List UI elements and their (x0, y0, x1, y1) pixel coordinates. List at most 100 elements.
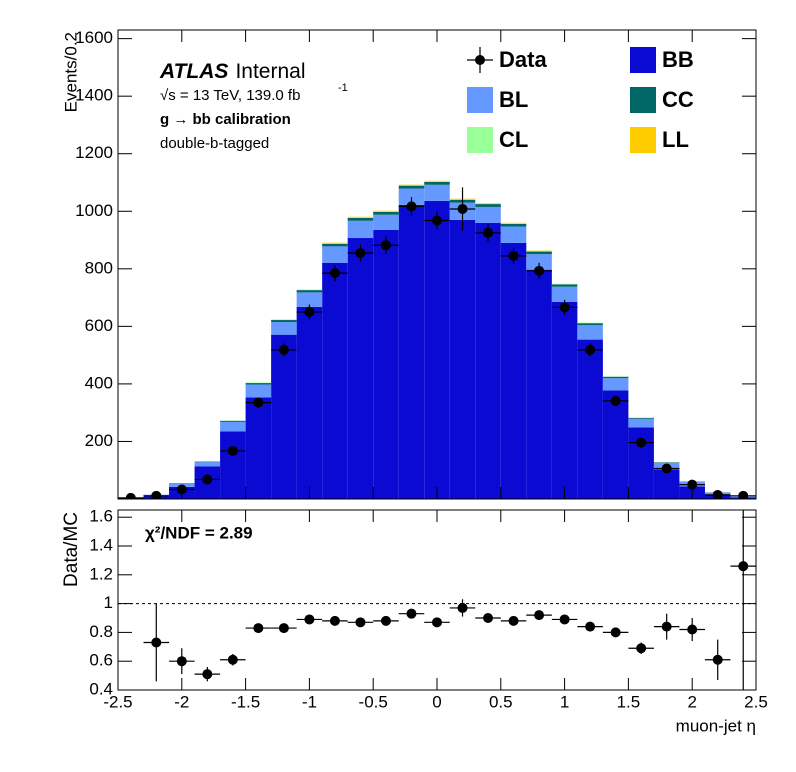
chi2-label: χ²/NDF = 2.89 (145, 523, 253, 542)
stack-bar (475, 206, 501, 223)
y-axis-label: Events/0.2 (61, 32, 80, 112)
x-tick-label: 2.5 (744, 692, 768, 711)
data-point (151, 490, 162, 499)
stack-bar (194, 462, 221, 467)
y-tick-label: 0.4 (89, 679, 113, 698)
stack-bar (551, 286, 578, 302)
stack-bar (373, 211, 399, 215)
legend-swatch (467, 87, 493, 113)
y-tick-label: 1 (104, 593, 113, 612)
data-point (483, 613, 494, 623)
data-point (432, 215, 442, 226)
stack-bar (475, 222, 501, 499)
data-point (687, 479, 698, 490)
y-tick-label: 400 (85, 373, 113, 392)
stack-bar (526, 269, 552, 499)
stack-bar (602, 376, 629, 379)
stack-bar (475, 203, 501, 205)
stack-bar (296, 292, 323, 307)
data-point (355, 617, 366, 628)
x-tick-label: 1.5 (617, 692, 641, 711)
stack-bar (551, 284, 578, 287)
y-tick-label: 800 (85, 258, 113, 277)
stack-bar (245, 383, 272, 385)
data-point (304, 306, 315, 317)
y-tick-label: 1000 (75, 201, 113, 220)
stack-bar (373, 229, 399, 499)
data-point (406, 201, 417, 212)
data-point (610, 627, 621, 638)
data-point (636, 643, 647, 654)
y-tick-label: 200 (85, 431, 113, 450)
stack-bar (551, 283, 578, 285)
y-tick-label: 600 (85, 316, 113, 335)
data-point (329, 268, 340, 279)
stack-bar (424, 200, 450, 499)
data-point (483, 227, 494, 238)
stack-bar (322, 262, 348, 499)
stack-bar (322, 246, 348, 263)
stack-bar (220, 420, 246, 422)
data-point (355, 247, 366, 258)
stack-bar (271, 322, 297, 335)
frame (117, 509, 757, 691)
data-point (432, 617, 442, 628)
data-point (253, 623, 264, 634)
stack-bar (347, 217, 374, 221)
stack-bar (271, 320, 297, 323)
stack-bar (296, 306, 323, 499)
data-point (559, 614, 570, 625)
data-point (636, 437, 647, 448)
data-point (202, 474, 213, 485)
plot-area (118, 180, 756, 499)
y-tick-label: 1600 (75, 28, 113, 47)
selection-label: g → bb calibration (160, 111, 291, 128)
legend-label: BL (499, 87, 528, 112)
data-point (202, 669, 213, 680)
stack-bar (449, 219, 476, 499)
data-point (712, 654, 723, 665)
experiment-label: ATLAS Internal (159, 60, 305, 83)
legend-label: Data (499, 47, 547, 72)
x-tick-label: -1 (302, 692, 317, 711)
data-point (687, 624, 698, 635)
stack-bar (475, 204, 501, 207)
stack-bar (347, 220, 374, 239)
y-tick-label: 0.8 (89, 622, 113, 641)
stack-bar (577, 339, 603, 499)
stack-bar (271, 334, 297, 499)
stack-bar (526, 251, 552, 255)
data-point (253, 397, 264, 408)
legend-marker (475, 55, 485, 65)
stack-bar (526, 250, 552, 252)
y-tick-label: 1.2 (89, 564, 113, 583)
data-point (661, 621, 672, 632)
data-point (610, 395, 621, 406)
stack-bar (500, 223, 527, 227)
stack-bar (322, 242, 348, 244)
stack-bar (398, 184, 425, 186)
legend-label: LL (662, 127, 689, 152)
data-point (227, 654, 238, 665)
data-point (738, 561, 749, 572)
data-point (278, 344, 289, 355)
data-point (738, 490, 749, 499)
stack-bar (398, 188, 425, 205)
data-point (457, 602, 468, 613)
stack-bar (526, 254, 552, 270)
data-point (585, 344, 596, 355)
x-tick-label: 2 (687, 692, 696, 711)
stack-bar (220, 421, 246, 432)
data-point (278, 623, 289, 634)
stack-bar (500, 226, 527, 243)
stack-bar (373, 210, 399, 212)
data-point (151, 637, 162, 648)
data-point (380, 240, 391, 251)
atlas-label: ATLAS (159, 60, 228, 83)
legend-swatch (630, 47, 656, 73)
status-label: Internal (235, 60, 305, 83)
data-point (712, 489, 723, 499)
plot-area (143, 510, 756, 690)
